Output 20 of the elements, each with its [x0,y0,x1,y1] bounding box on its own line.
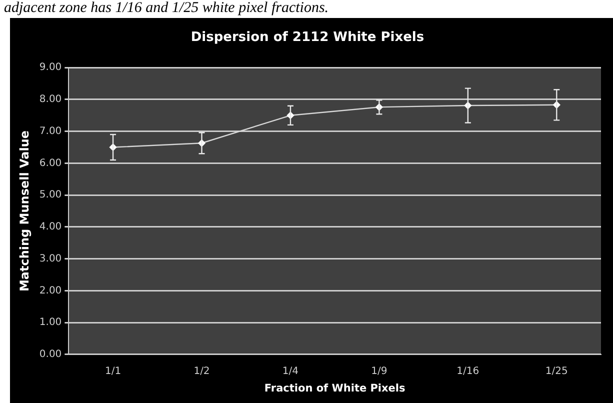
text: adjacent zone has 1/16 and 1/25 white pixel fractions. [4,0,329,18]
y-tick-label: 5.00 [39,190,62,201]
y-tick-label: 4.00 [39,222,62,233]
y-tick-label: 9.00 [39,62,62,74]
x-tick-label: 1/25 [545,366,568,377]
y-tick-label: 6.00 [39,158,62,169]
x-tick-label: 1/4 [282,366,299,377]
chart-title: Dispersion of 2112 White Pixels [190,30,424,46]
y-axis-title: Matching Munsell Value [17,130,32,292]
x-tick-label: 1/1 [104,366,122,377]
x-tick-label: 1/9 [371,366,388,377]
x-axis-title: Fraction of White Pixels [264,382,406,394]
y-tick-label: 3.00 [39,253,62,264]
y-tick-label: 2.00 [39,285,62,296]
y-tick-label: 7.00 [39,126,62,137]
y-tick-label: 1.00 [39,317,62,328]
y-tick-label: 0.00 [39,348,62,360]
x-tick-label: 1/2 [194,366,210,377]
y-tick-label: 8.00 [39,94,62,106]
x-tick-label: 1/16 [456,366,480,377]
